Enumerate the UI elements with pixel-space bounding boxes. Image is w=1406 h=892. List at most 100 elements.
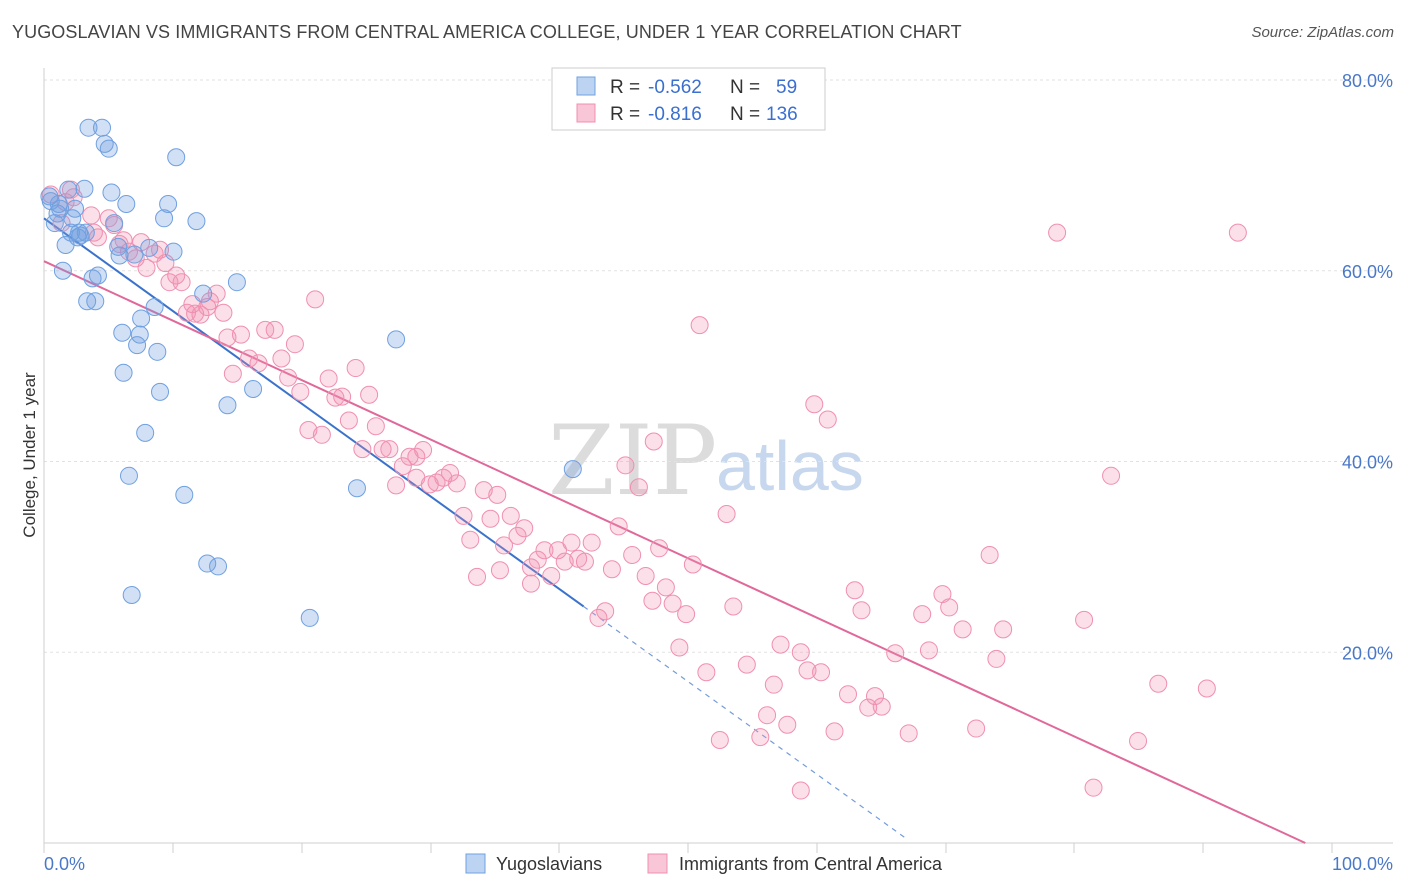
- data-point-central-america: [285, 335, 304, 354]
- x-tick-label-end: 100.0%: [1332, 854, 1393, 874]
- data-point-central-america: [360, 385, 379, 404]
- data-point-central-america: [1228, 223, 1247, 242]
- legend-swatch-yugoslavians: [576, 76, 596, 96]
- data-point-central-america: [636, 566, 655, 585]
- data-point-central-america: [521, 558, 540, 577]
- data-point-central-america: [82, 206, 101, 225]
- axes: [43, 68, 1393, 853]
- data-point-central-america: [387, 476, 406, 495]
- data-point-central-america: [119, 242, 138, 261]
- watermark-atlas: atlas: [716, 427, 864, 505]
- data-point-central-america: [582, 533, 601, 552]
- stats-legend: R = -0.562 N = 59 R = -0.816 N = 136: [551, 67, 826, 131]
- data-point-central-america: [231, 325, 250, 344]
- data-point-central-america: [441, 463, 460, 482]
- data-point-central-america: [825, 722, 844, 741]
- data-point-yugoslavians: [110, 246, 129, 265]
- data-point-central-america: [724, 597, 743, 616]
- data-point-central-america: [272, 349, 291, 368]
- data-point-central-america: [291, 382, 310, 401]
- data-point-yugoslavians: [145, 297, 164, 316]
- legend-r-label-2: R =: [610, 104, 640, 125]
- data-point-central-america: [865, 687, 884, 706]
- data-point-central-america: [697, 663, 716, 682]
- data-point-central-america: [265, 320, 284, 339]
- data-point-central-america: [1129, 731, 1148, 750]
- data-point-central-america: [812, 663, 831, 682]
- data-point-central-america: [717, 504, 736, 523]
- data-point-yugoslavians: [75, 179, 94, 198]
- data-point-central-america: [602, 560, 621, 579]
- data-point-central-america: [872, 697, 891, 716]
- data-point-central-america: [256, 320, 275, 339]
- data-point-central-america: [596, 602, 615, 621]
- series-legend: Yugoslavians Immigrants from Central Ame…: [465, 853, 943, 874]
- legend-swatch-central-america: [576, 103, 596, 123]
- data-point-yugoslavians: [122, 586, 141, 605]
- data-point-central-america: [683, 555, 702, 574]
- data-point-yugoslavians: [102, 183, 121, 202]
- data-point-central-america: [407, 447, 426, 466]
- legend-n-value-2: 136: [766, 104, 798, 125]
- data-point-central-america: [535, 541, 554, 560]
- data-point-central-america: [616, 456, 635, 475]
- data-point-yugoslavians: [40, 187, 59, 206]
- bottom-legend-yugoslavians: Yugoslavians: [496, 854, 602, 874]
- data-point-yugoslavians: [167, 148, 186, 167]
- data-point-central-america: [207, 284, 226, 303]
- data-point-yugoslavians: [130, 325, 149, 344]
- data-point-central-america: [953, 620, 972, 639]
- data-point-yugoslavians: [128, 336, 147, 355]
- data-point-central-america: [548, 541, 567, 560]
- y-axis-label: College, Under 1 year: [20, 372, 39, 538]
- data-point-central-america: [454, 506, 473, 525]
- legend-n-label-1: N =: [730, 77, 760, 98]
- data-point-central-america: [839, 685, 858, 704]
- data-point-central-america: [528, 550, 547, 569]
- data-point-central-america: [751, 728, 770, 747]
- data-point-central-america: [461, 530, 480, 549]
- data-point-yugoslavians: [125, 245, 144, 264]
- legend-r-value-1: -0.562: [648, 77, 702, 98]
- data-point-central-america: [791, 781, 810, 800]
- data-point-yugoslavians: [563, 460, 582, 479]
- data-point-central-america: [644, 432, 663, 451]
- data-point-central-america: [474, 481, 493, 500]
- data-point-central-america: [326, 388, 345, 407]
- data-point-yugoslavians: [218, 396, 237, 415]
- data-point-yugoslavians: [164, 242, 183, 261]
- data-point-central-america: [312, 425, 331, 444]
- data-point-central-america: [859, 698, 878, 717]
- data-point-central-america: [223, 364, 242, 383]
- data-point-central-america: [447, 474, 466, 493]
- data-point-central-america: [771, 635, 790, 654]
- data-point-yugoslavians: [300, 608, 319, 627]
- data-point-central-america: [200, 292, 219, 311]
- data-point-central-america: [562, 533, 581, 552]
- data-point-yugoslavians: [198, 554, 217, 573]
- data-point-central-america: [214, 303, 233, 322]
- data-point-yugoslavians: [387, 330, 406, 349]
- bottom-legend-central-america: Immigrants from Central America: [679, 854, 943, 874]
- data-point-central-america: [710, 730, 729, 749]
- data-point-central-america: [845, 581, 864, 600]
- data-point-central-america: [798, 661, 817, 680]
- data-point-central-america: [508, 526, 527, 545]
- data-point-central-america: [1197, 679, 1216, 698]
- data-point-yugoslavians: [99, 139, 118, 158]
- data-point-yugoslavians: [88, 266, 107, 285]
- data-point-central-america: [899, 724, 918, 743]
- data-point-central-america: [414, 441, 433, 460]
- data-point-central-america: [791, 643, 810, 662]
- data-point-central-america: [852, 601, 871, 620]
- data-point-yugoslavians: [175, 485, 194, 504]
- tick-labels: 20.0% 40.0% 60.0% 80.0% 0.0% 100.0%: [44, 71, 1393, 874]
- x-tick-label-start: 0.0%: [44, 854, 85, 874]
- data-point-central-america: [737, 655, 756, 674]
- data-point-central-america: [542, 566, 561, 585]
- data-point-yugoslavians: [194, 284, 213, 303]
- data-point-central-america: [609, 517, 628, 536]
- data-point-central-america: [468, 567, 487, 586]
- y-tick-label: 20.0%: [1342, 643, 1393, 663]
- trend-lines: [43, 217, 1306, 844]
